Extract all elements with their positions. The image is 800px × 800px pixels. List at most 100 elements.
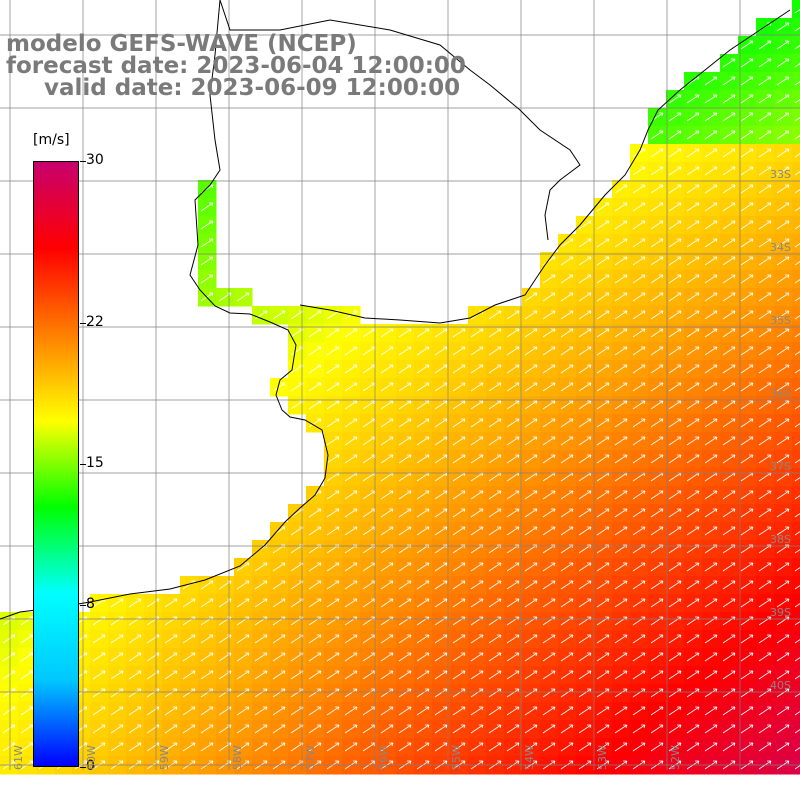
wind-arrow bbox=[308, 328, 322, 338]
wind-arrow bbox=[722, 508, 736, 518]
wind-arrow bbox=[506, 490, 520, 500]
wind-arrow bbox=[344, 364, 358, 374]
wind-arrow bbox=[380, 616, 394, 626]
wind-arrow bbox=[614, 238, 628, 248]
wind-arrow bbox=[200, 670, 214, 680]
wind-arrow bbox=[668, 364, 682, 374]
wind-arrow bbox=[614, 454, 628, 464]
wind-arrow bbox=[758, 688, 772, 698]
wind-arrow bbox=[668, 400, 682, 410]
wind-arrow bbox=[578, 382, 592, 392]
wind-arrow bbox=[776, 22, 790, 32]
wind-arrow bbox=[704, 688, 718, 698]
wind-arrow bbox=[794, 81, 800, 86]
wind-arrow bbox=[686, 292, 700, 302]
wind-arrow bbox=[758, 382, 772, 392]
wind-arrow bbox=[632, 652, 646, 662]
wind-arrow bbox=[560, 364, 574, 374]
wind-arrow bbox=[722, 634, 736, 644]
longitude-label: 56W bbox=[377, 745, 390, 770]
wind-arrow bbox=[380, 742, 394, 752]
wind-arrow bbox=[740, 436, 754, 446]
wind-arrow bbox=[758, 742, 772, 752]
wind-arrow bbox=[740, 364, 754, 374]
wind-arrow bbox=[632, 202, 646, 212]
wind-arrow bbox=[650, 724, 664, 734]
wind-arrow bbox=[614, 652, 628, 662]
wind-arrow bbox=[776, 40, 790, 50]
wind-arrow bbox=[452, 364, 466, 374]
wind-arrow bbox=[686, 562, 700, 572]
wind-arrow bbox=[326, 508, 340, 518]
wind-arrow bbox=[794, 45, 800, 50]
wind-arrow bbox=[794, 729, 800, 734]
wind-arrow bbox=[308, 688, 322, 698]
wind-arrow bbox=[506, 724, 520, 734]
latitude-label: 38S bbox=[770, 533, 791, 546]
wind-arrow bbox=[596, 274, 610, 284]
wind-arrow bbox=[272, 652, 286, 662]
wind-arrow bbox=[632, 526, 646, 536]
wind-arrow bbox=[542, 292, 556, 302]
wind-arrow bbox=[686, 688, 700, 698]
wind-arrow bbox=[758, 598, 772, 608]
wind-arrow bbox=[740, 400, 754, 410]
wind-arrow bbox=[2, 688, 16, 698]
latitude-label: 40S bbox=[770, 679, 791, 692]
wind-arrow bbox=[110, 652, 124, 662]
wind-arrow bbox=[452, 724, 466, 734]
wind-arrow bbox=[254, 706, 268, 716]
wind-arrow bbox=[758, 40, 772, 50]
wind-arrow bbox=[524, 724, 538, 734]
wind-arrow bbox=[434, 490, 448, 500]
wind-arrow bbox=[308, 418, 322, 428]
wind-arrow bbox=[488, 382, 502, 392]
wind-arrow bbox=[704, 418, 718, 428]
wind-arrow bbox=[722, 238, 736, 248]
wind-arrow bbox=[704, 616, 718, 626]
wind-arrow bbox=[776, 634, 790, 644]
wind-arrow bbox=[560, 256, 574, 266]
wind-arrow bbox=[686, 490, 700, 500]
wind-arrow bbox=[776, 148, 790, 158]
wind-arrow bbox=[128, 598, 142, 608]
wind-speed-cell bbox=[792, 342, 800, 361]
wind-arrow bbox=[740, 706, 754, 716]
wind-arrow bbox=[524, 292, 538, 302]
wind-arrow bbox=[650, 364, 664, 374]
wind-arrow bbox=[326, 670, 340, 680]
wind-arrow bbox=[668, 670, 682, 680]
wind-arrow bbox=[776, 328, 790, 338]
wind-speed-cell bbox=[792, 414, 800, 433]
wind-arrow bbox=[380, 418, 394, 428]
wind-arrow bbox=[452, 508, 466, 518]
wind-arrow bbox=[614, 346, 628, 356]
wind-arrow bbox=[560, 238, 574, 248]
wind-arrow bbox=[380, 526, 394, 536]
wind-arrow bbox=[686, 598, 700, 608]
wind-arrow bbox=[686, 364, 700, 374]
wind-arrow bbox=[470, 652, 484, 662]
wind-arrow bbox=[470, 418, 484, 428]
wind-speed-cell bbox=[792, 504, 800, 523]
wind-arrow bbox=[344, 562, 358, 572]
wind-arrow bbox=[578, 418, 592, 428]
wind-arrow bbox=[596, 346, 610, 356]
wind-arrow bbox=[776, 562, 790, 572]
wind-arrow bbox=[236, 598, 250, 608]
wind-arrow bbox=[416, 652, 430, 662]
wind-arrow bbox=[740, 562, 754, 572]
wind-arrow bbox=[650, 166, 664, 176]
wind-arrow bbox=[686, 148, 700, 158]
wind-arrow bbox=[344, 400, 358, 410]
wind-arrow bbox=[632, 742, 646, 752]
wind-arrow bbox=[740, 688, 754, 698]
wind-arrow bbox=[722, 724, 736, 734]
wind-arrow bbox=[560, 310, 574, 320]
wind-speed-cell bbox=[792, 234, 800, 253]
wind-speed-cell bbox=[792, 738, 800, 757]
wind-arrow bbox=[632, 580, 646, 590]
wind-arrow bbox=[380, 652, 394, 662]
wind-arrow bbox=[686, 274, 700, 284]
wind-arrow bbox=[596, 202, 610, 212]
